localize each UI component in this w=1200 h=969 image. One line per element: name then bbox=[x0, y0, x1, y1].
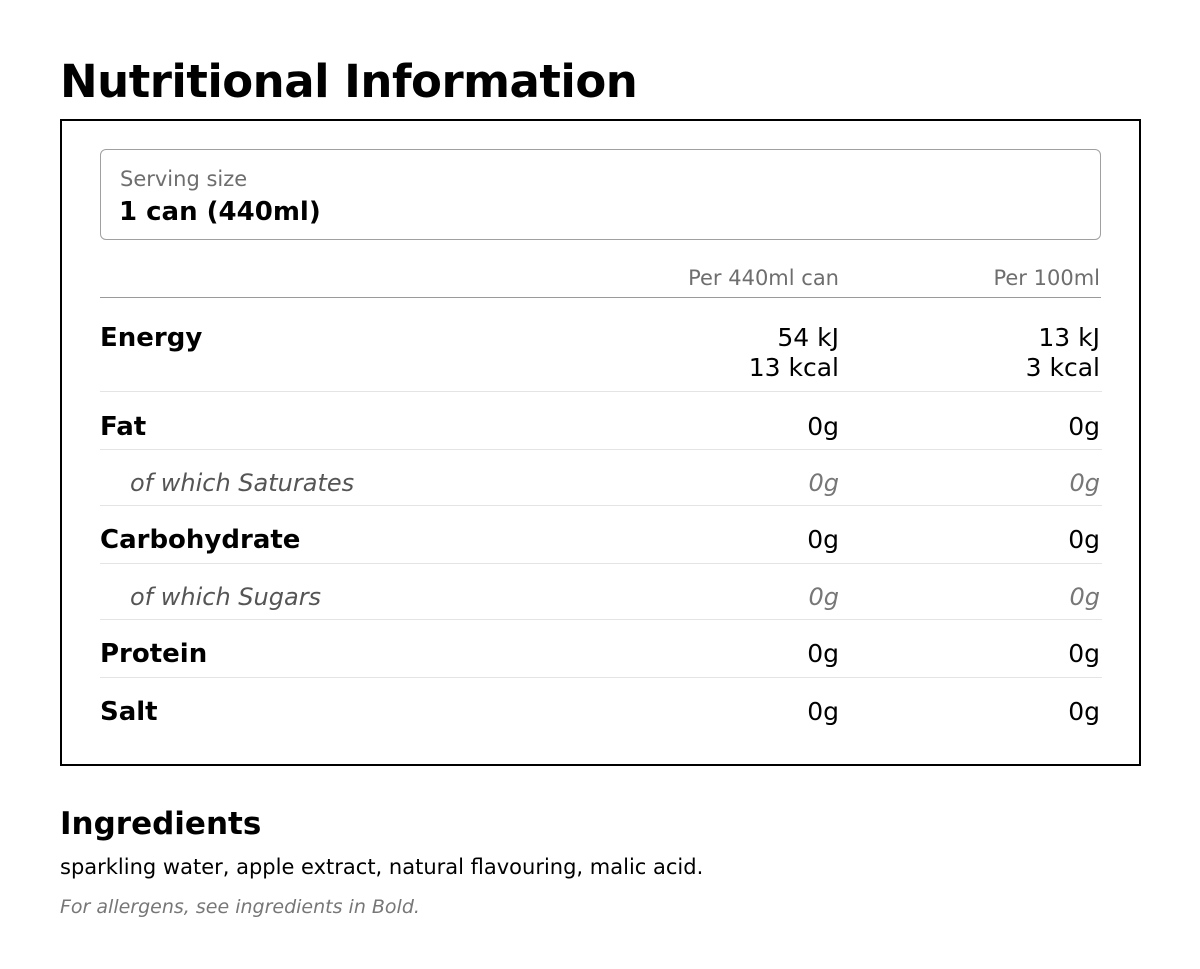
ingredients-title: Ingredients bbox=[60, 806, 262, 842]
sugars-per-can: 0g bbox=[808, 583, 839, 611]
fat-per-can: 0g bbox=[807, 412, 839, 441]
carbohydrate-per-can: 0g bbox=[807, 525, 839, 554]
energy-per-100ml-kj: 13 kJ bbox=[1038, 323, 1100, 352]
row-label: Energy bbox=[100, 323, 203, 353]
saturates-per-can: 0g bbox=[808, 469, 839, 497]
table-row-protein: Protein 0g 0g bbox=[100, 620, 1102, 678]
table-row-salt: Salt 0g 0g bbox=[100, 678, 1102, 736]
energy-per-100ml-kcal: 3 kcal bbox=[1025, 353, 1100, 382]
row-label: Carbohydrate bbox=[100, 525, 301, 555]
row-label: Salt bbox=[100, 697, 158, 727]
nutrition-table: Serving size 1 can (440ml) Per 440ml can… bbox=[60, 119, 1141, 766]
row-label: Protein bbox=[100, 639, 208, 669]
row-label: of which Saturates bbox=[130, 469, 355, 497]
row-divider bbox=[100, 563, 1102, 564]
row-divider bbox=[100, 391, 1102, 392]
row-divider bbox=[100, 449, 1102, 450]
sugars-per-100ml: 0g bbox=[1069, 583, 1100, 611]
row-divider bbox=[100, 677, 1102, 678]
row-label: Fat bbox=[100, 412, 147, 442]
carbohydrate-per-100ml: 0g bbox=[1068, 525, 1100, 554]
protein-per-100ml: 0g bbox=[1068, 639, 1100, 668]
column-header-per-can: Per 440ml can bbox=[688, 266, 839, 290]
row-divider bbox=[100, 619, 1102, 620]
row-label: of which Sugars bbox=[130, 583, 322, 611]
fat-per-100ml: 0g bbox=[1068, 412, 1100, 441]
table-row-carbohydrate: Carbohydrate 0g 0g bbox=[100, 506, 1102, 564]
serving-size-label: Serving size bbox=[120, 167, 248, 191]
page-title: Nutritional Information bbox=[60, 55, 638, 108]
ingredients-text: sparkling water, apple extract, natural … bbox=[60, 855, 704, 879]
serving-size-box: Serving size 1 can (440ml) bbox=[100, 149, 1101, 240]
column-header-per-100ml: Per 100ml bbox=[993, 266, 1100, 290]
table-row-fat: Fat 0g 0g bbox=[100, 392, 1102, 450]
header-divider bbox=[100, 297, 1101, 298]
salt-per-can: 0g bbox=[807, 697, 839, 726]
saturates-per-100ml: 0g bbox=[1069, 469, 1100, 497]
allergen-note: For allergens, see ingredients in Bold. bbox=[60, 896, 420, 918]
table-row-saturates: of which Saturates 0g 0g bbox=[100, 450, 1102, 506]
energy-per-can-kj: 54 kJ bbox=[777, 323, 839, 352]
salt-per-100ml: 0g bbox=[1068, 697, 1100, 726]
table-row-sugars: of which Sugars 0g 0g bbox=[100, 564, 1102, 620]
serving-size-value: 1 can (440ml) bbox=[119, 197, 321, 227]
table-row-energy: Energy 54 kJ 13 kcal 13 kJ 3 kcal bbox=[100, 298, 1102, 392]
row-divider bbox=[100, 505, 1102, 506]
energy-per-can-kcal: 13 kcal bbox=[748, 353, 839, 382]
protein-per-can: 0g bbox=[807, 639, 839, 668]
